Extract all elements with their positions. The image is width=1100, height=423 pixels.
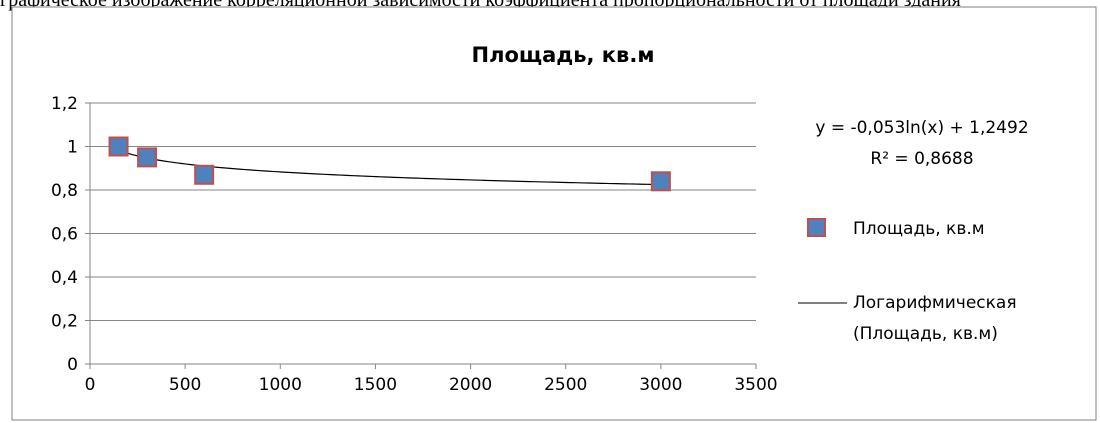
y-tick-label: 0,4 xyxy=(51,268,78,288)
page-header-text: графическое изображение корреляционной з… xyxy=(0,0,961,11)
x-tick-label: 3000 xyxy=(639,375,682,395)
chart-title: Площадь, кв.м xyxy=(472,43,655,67)
legend-marker-square xyxy=(807,218,826,237)
legend: Площадь, кв.м Логарифмическая (Площадь, … xyxy=(798,218,1017,344)
y-tick-label: 0 xyxy=(67,355,78,375)
legend-label-trendline-line2: (Площадь, кв.м) xyxy=(853,324,998,344)
legend-label-trendline-line1: Логарифмическая xyxy=(853,293,1017,313)
x-tick-label: 1000 xyxy=(259,375,302,395)
x-tick-label: 1500 xyxy=(354,375,397,395)
data-points xyxy=(108,136,671,192)
legend-label-series: Площадь, кв.м xyxy=(853,219,985,239)
y-tick-label: 1 xyxy=(67,138,78,158)
y-tick-label: 0,8 xyxy=(51,181,78,201)
data-point xyxy=(137,147,158,168)
y-tick-label: 0,2 xyxy=(51,312,78,332)
x-tick-label: 3500 xyxy=(734,375,777,395)
x-tick-label: 2500 xyxy=(544,375,587,395)
x-tick-label: 0 xyxy=(85,375,96,395)
data-point xyxy=(194,164,215,185)
trendline-equation: y = -0,053ln(x) + 1,2492 xyxy=(815,118,1028,138)
trendline-r-squared: R² = 0,8688 xyxy=(870,149,973,169)
data-point xyxy=(108,136,129,157)
y-tick-label: 1,2 xyxy=(51,94,78,114)
x-tick-labels: 0 500 1000 1500 2000 2500 3000 3500 xyxy=(85,375,778,395)
y-tick-label: 0,6 xyxy=(51,225,78,245)
x-tick-label: 2000 xyxy=(449,375,492,395)
y-tick-labels: 0 0,2 0,4 0,6 0,8 1 1,2 xyxy=(51,94,78,375)
chart-area-border xyxy=(11,6,1097,421)
x-tick-label: 500 xyxy=(169,375,201,395)
axes xyxy=(85,102,757,369)
gridlines xyxy=(90,102,756,321)
data-point xyxy=(650,171,671,192)
